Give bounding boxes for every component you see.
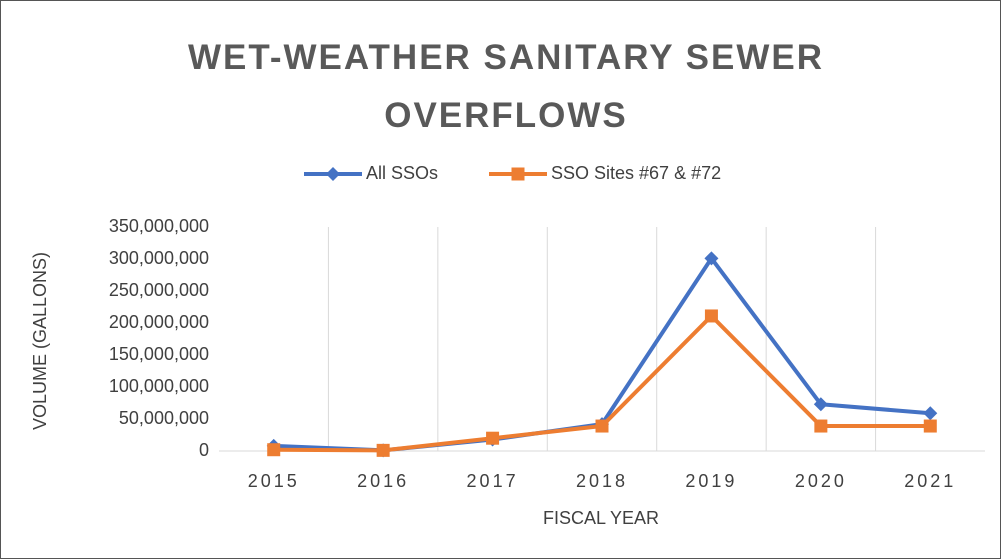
marker	[376, 443, 390, 457]
marker	[704, 251, 719, 266]
x-tick-label: 2017	[467, 471, 519, 491]
y-tick-label: 200,000,000	[109, 312, 209, 332]
marker	[704, 309, 718, 323]
marker	[595, 419, 609, 433]
marker	[814, 419, 828, 433]
y-tick-label: 150,000,000	[109, 344, 209, 364]
x-tick-label: 2021	[904, 471, 956, 491]
marker	[923, 419, 937, 433]
y-axis-label: VOLUME (GALLONS)	[30, 252, 50, 430]
x-tick-label: 2015	[248, 471, 300, 491]
y-tick-label: 0	[199, 440, 209, 460]
x-tick-label: 2019	[685, 471, 737, 491]
legend-label: All SSOs	[366, 163, 438, 183]
x-tick-label: 2018	[576, 471, 628, 491]
legend-marker	[511, 167, 525, 181]
y-tick-label: 50,000,000	[119, 408, 209, 428]
legend-label: SSO Sites #67 & #72	[551, 163, 721, 183]
x-tick-label: 2016	[357, 471, 409, 491]
x-tick-label: 2020	[795, 471, 847, 491]
x-axis-label: FISCAL YEAR	[543, 508, 659, 528]
y-tick-label: 100,000,000	[109, 376, 209, 396]
y-tick-label: 350,000,000	[109, 216, 209, 236]
y-tick-label: 300,000,000	[109, 248, 209, 268]
y-tick-label: 250,000,000	[109, 280, 209, 300]
marker	[923, 406, 938, 421]
marker	[267, 443, 281, 457]
chart-title: WET-WEATHER SANITARY SEWER OVERFLOWS	[188, 38, 824, 135]
marker	[486, 431, 500, 445]
legend-marker	[326, 167, 340, 181]
marker	[813, 397, 828, 412]
